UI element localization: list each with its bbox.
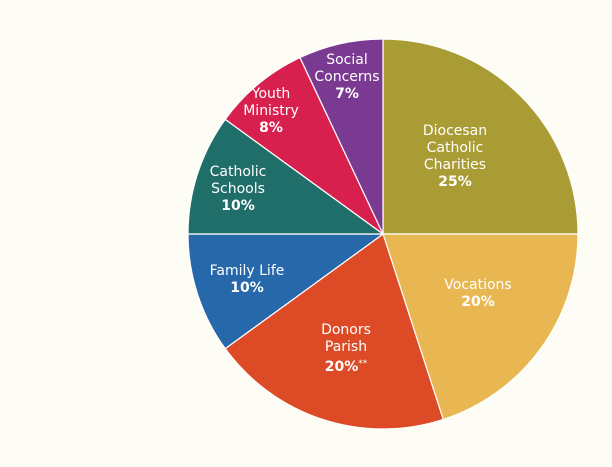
label-line: Family Life [209,263,285,279]
slice-label-youth-ministry: Youth Ministry 8% [226,86,316,137]
pie-slice-catholic-schools [187,118,385,235]
pie-slice-donors-parish [224,233,445,430]
slice-percent: 20%** [286,356,406,376]
pie-slice-youth-ministry [224,56,384,235]
pie-slice-diocesan-catholic-charities [382,38,579,235]
slice-label-catholic-schools: Catholic Schools 10% [178,164,298,215]
slice-percent: 25% [438,174,472,190]
label-line: Social [326,52,368,68]
label-line: Youth [251,86,291,102]
slice-percent: 7% [335,86,359,102]
pie-slice-social-concerns [299,38,384,235]
slice-label-family-life: Family Life 10% [187,263,307,297]
footnote-marker: ** [358,359,368,369]
pie-slice-family-life [187,233,385,350]
label-line: Catholic [426,140,484,156]
label-line: Ministry [243,103,299,119]
label-line: Diocesan [422,123,488,139]
slice-label-social-concerns: Social Concerns 7% [302,52,392,103]
slice-label-vocations: Vocations 20% [418,277,538,311]
label-line: Catholic [209,164,267,180]
pie-slice-vocations [382,233,579,421]
slice-percent: 10% [221,198,255,214]
slice-percent-value: 20% [324,359,359,375]
slice-label-donors-parish: Donors Parish 20%** [286,322,406,376]
slice-percent: 20% [461,294,495,310]
label-line: Donors [321,322,371,338]
label-line: Concerns [314,69,380,85]
label-line: Schools [211,181,265,197]
label-line: Parish [324,339,368,355]
label-line: Vocations [444,277,512,293]
slice-percent: 8% [259,120,283,136]
label-line: Charities [423,157,487,173]
slice-percent: 10% [230,280,264,296]
slice-label-diocesan-catholic-charities: Diocesan Catholic Charities 25% [395,123,515,191]
